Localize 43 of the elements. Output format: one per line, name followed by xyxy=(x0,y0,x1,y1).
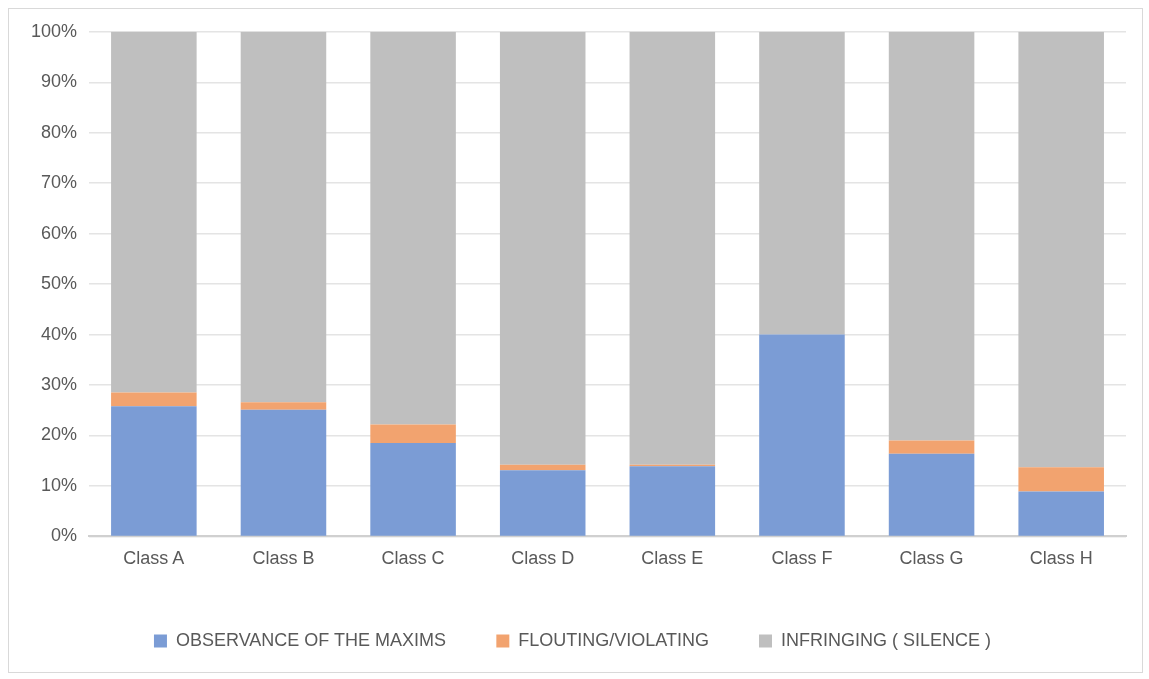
y-tick-label: 0% xyxy=(51,525,78,546)
x-tick-label: Class D xyxy=(511,548,575,569)
bar xyxy=(1018,467,1104,492)
bar xyxy=(629,466,716,536)
legend-label: INFRINGING ( SILENCE ) xyxy=(781,629,992,650)
x-tick-label: Class A xyxy=(123,548,185,569)
bar xyxy=(370,424,456,444)
bar xyxy=(888,453,975,536)
bar xyxy=(888,31,975,441)
x-tick-label: Class B xyxy=(252,548,315,569)
bar xyxy=(240,31,327,403)
y-tick-label: 40% xyxy=(41,323,78,344)
y-tick-label: 10% xyxy=(41,474,78,495)
bar xyxy=(499,470,586,536)
bar xyxy=(370,31,456,425)
bar xyxy=(888,440,975,454)
y-tick-label: 90% xyxy=(41,71,78,92)
bar xyxy=(111,31,197,393)
bar xyxy=(1018,31,1104,468)
x-tick-label: Class E xyxy=(641,548,704,569)
x-tick-label: Class G xyxy=(899,548,964,569)
bar xyxy=(111,392,197,407)
bar xyxy=(111,406,197,536)
y-tick-label: 70% xyxy=(41,172,78,193)
x-tick-label: Class F xyxy=(771,548,833,569)
x-tick-label: Class C xyxy=(381,548,445,569)
bar xyxy=(240,402,327,410)
bar xyxy=(499,31,586,465)
legend-label: OBSERVANCE OF THE MAXIMS xyxy=(175,629,447,650)
bar xyxy=(759,31,845,335)
y-tick-label: 20% xyxy=(41,424,78,445)
bar xyxy=(1018,491,1104,536)
y-tick-label: 80% xyxy=(41,121,78,142)
y-tick-label: 60% xyxy=(41,222,78,243)
bar xyxy=(759,334,845,536)
bar xyxy=(629,31,716,465)
bar xyxy=(370,443,456,536)
y-tick-label: 30% xyxy=(41,373,78,394)
y-tick-label: 100% xyxy=(30,20,78,41)
x-tick-label: Class H xyxy=(1029,548,1093,569)
legend-label: FLOUTING/VIOLATING xyxy=(518,629,710,650)
y-tick-label: 50% xyxy=(41,273,78,294)
bar xyxy=(240,409,327,536)
